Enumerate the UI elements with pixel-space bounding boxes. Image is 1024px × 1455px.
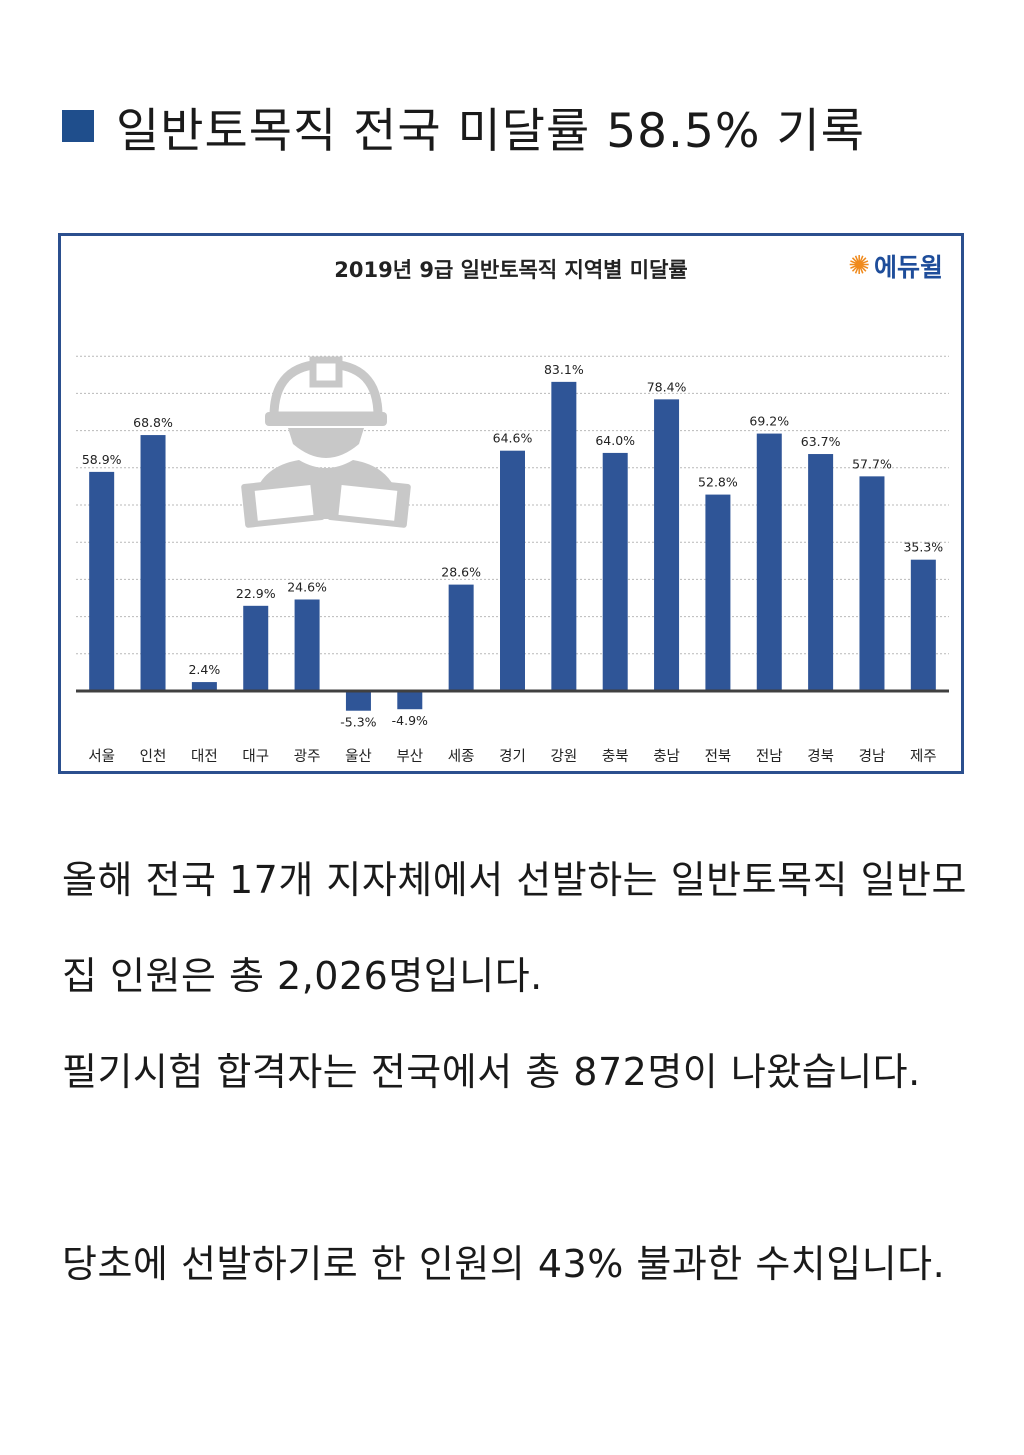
data-label: 64.6% bbox=[493, 431, 533, 446]
category-label: 광주 bbox=[294, 748, 321, 765]
bar-경기 bbox=[500, 450, 525, 691]
data-label: 78.4% bbox=[647, 379, 687, 394]
data-label: 83.1% bbox=[544, 362, 584, 377]
data-label: 24.6% bbox=[287, 579, 327, 594]
paragraph-3: 당초에 선발하기로 한 인원의 43% 불과한 수치입니다. bbox=[62, 1242, 946, 1286]
category-label: 서울 bbox=[88, 748, 115, 765]
data-label: 22.9% bbox=[236, 586, 276, 601]
bar-충북 bbox=[602, 452, 628, 691]
data-label: 28.6% bbox=[441, 565, 481, 580]
bar-인천 bbox=[140, 435, 166, 691]
category-label: 부산 bbox=[396, 748, 423, 765]
bar-전북 bbox=[705, 494, 731, 691]
category-label: 대전 bbox=[191, 748, 218, 765]
category-label: 경북 bbox=[807, 748, 834, 765]
bar-경남 bbox=[859, 476, 885, 691]
category-label: 전북 bbox=[705, 748, 732, 765]
data-label: 69.2% bbox=[749, 414, 789, 429]
bar-강원 bbox=[551, 381, 577, 691]
bar-광주 bbox=[294, 599, 320, 691]
paragraph-2: 필기시험 합격자는 전국에서 총 872명이 나왔습니다. bbox=[62, 1050, 921, 1094]
data-label: 52.8% bbox=[698, 475, 738, 490]
bar-경북 bbox=[808, 454, 834, 691]
section-heading: 일반토목직 전국 미달률 58.5% 기록 bbox=[62, 96, 865, 159]
chart-frame: 58.9% 서울 68.8% 인천 2.4% 대전 22.9% 대구 24.6% 광주 -5.3% 울… bbox=[58, 233, 964, 774]
category-label: 경남 bbox=[859, 748, 886, 765]
data-label: 58.9% bbox=[82, 452, 122, 467]
data-label: 68.8% bbox=[133, 415, 173, 430]
bar-충남 bbox=[654, 399, 680, 691]
category-label: 충북 bbox=[602, 748, 629, 765]
category-label: 경기 bbox=[499, 748, 526, 765]
chart-title: 2019년 9급 일반토목직 지역별 미달률 bbox=[334, 258, 688, 282]
category-label: 충남 bbox=[653, 748, 680, 765]
bar-울산 bbox=[345, 691, 371, 711]
bar-chart: 58.9% 서울 68.8% 인천 2.4% 대전 22.9% 대구 24.6% 광주 -5.3% 울… bbox=[76, 355, 949, 765]
category-label: 제주 bbox=[910, 748, 937, 765]
brand-name: 에듀윌 bbox=[873, 253, 943, 282]
bar-부산 bbox=[397, 691, 423, 710]
category-label: 전남 bbox=[756, 748, 783, 765]
bar-서울 bbox=[89, 471, 115, 691]
category-label: 인천 bbox=[140, 748, 167, 765]
category-label: 대구 bbox=[242, 748, 269, 765]
construction-worker-icon bbox=[241, 356, 411, 528]
category-label: 울산 bbox=[345, 748, 372, 765]
data-label: -5.3% bbox=[340, 715, 376, 730]
data-label: -4.9% bbox=[392, 713, 428, 728]
category-label: 세종 bbox=[448, 748, 475, 765]
bar-제주 bbox=[910, 559, 936, 691]
brand-logo: ✺ 에듀윌 bbox=[848, 248, 943, 284]
heading-square-bullet bbox=[62, 110, 94, 142]
category-label: 강원 bbox=[551, 748, 578, 765]
bar-대전 bbox=[191, 682, 217, 691]
paragraph-1: 올해 전국 17개 지자체에서 선발하는 일반토목직 일반모집 인원은 총 2,… bbox=[62, 858, 967, 998]
data-label: 2.4% bbox=[188, 662, 220, 677]
data-label: 35.3% bbox=[903, 540, 943, 555]
data-label: 63.7% bbox=[801, 434, 841, 449]
sun-icon: ✺ bbox=[848, 251, 870, 281]
data-label: 64.0% bbox=[595, 433, 635, 448]
bar-전남 bbox=[756, 433, 782, 691]
data-label: 57.7% bbox=[852, 456, 892, 471]
heading-title: 일반토목직 전국 미달률 58.5% 기록 bbox=[116, 103, 865, 159]
bar-세종 bbox=[448, 584, 474, 691]
bar-대구 bbox=[243, 605, 269, 691]
